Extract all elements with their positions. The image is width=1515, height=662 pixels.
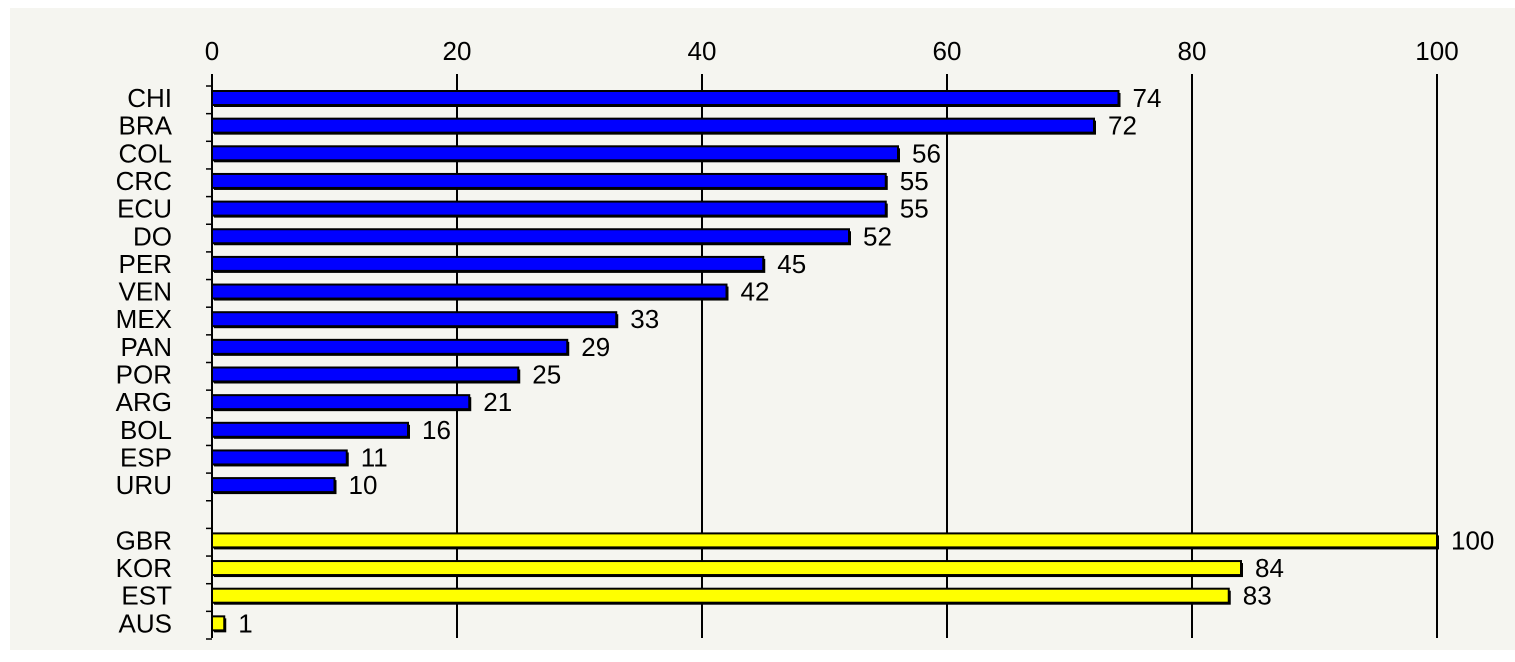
bar-MEX bbox=[211, 311, 618, 328]
category-label: DO bbox=[133, 221, 172, 251]
category-label: URU bbox=[116, 470, 172, 500]
bar-CRC bbox=[211, 172, 887, 189]
bar-POR bbox=[211, 366, 520, 383]
category-label: ARG bbox=[116, 387, 172, 417]
data-label: 1 bbox=[238, 608, 252, 638]
data-label: 100 bbox=[1451, 525, 1494, 555]
category-label: EST bbox=[121, 581, 172, 611]
category-label: POR bbox=[116, 360, 172, 390]
bars bbox=[211, 90, 1439, 633]
bar-PER bbox=[211, 255, 765, 272]
bar-KOR bbox=[211, 560, 1242, 577]
data-label: 56 bbox=[912, 138, 941, 168]
bar-BRA bbox=[211, 117, 1095, 134]
x-axis-tick-labels: 0 20 40 60 80 100 bbox=[205, 36, 1459, 66]
data-label: 21 bbox=[483, 387, 512, 417]
bar-URU bbox=[211, 477, 336, 494]
data-label: 55 bbox=[900, 166, 929, 196]
data-label: 42 bbox=[741, 277, 770, 307]
category-label: CRC bbox=[116, 166, 172, 196]
category-label: MEX bbox=[116, 304, 172, 334]
data-label: 55 bbox=[900, 194, 929, 224]
data-label: 72 bbox=[1108, 111, 1137, 141]
bar-ARG bbox=[211, 394, 471, 411]
category-labels: CHIBRACOLCRCECUDOPERVENMEXPANPORARGBOLES… bbox=[116, 83, 173, 638]
x-tick-label: 40 bbox=[688, 36, 717, 66]
x-tick-label: 0 bbox=[205, 36, 219, 66]
x-tick-label: 60 bbox=[933, 36, 962, 66]
category-label: KOR bbox=[116, 553, 172, 583]
category-label: COL bbox=[119, 138, 172, 168]
category-label: CHI bbox=[127, 83, 172, 113]
data-label: 84 bbox=[1255, 553, 1284, 583]
bar-BOL bbox=[211, 421, 409, 438]
category-label: ESP bbox=[120, 442, 172, 472]
x-tick-label: 20 bbox=[443, 36, 472, 66]
data-label: 45 bbox=[777, 249, 806, 279]
category-label: AUS bbox=[119, 608, 172, 638]
data-label: 25 bbox=[532, 360, 561, 390]
category-label: PER bbox=[119, 249, 172, 279]
data-label: 11 bbox=[361, 442, 388, 472]
bar-ECU bbox=[211, 200, 887, 217]
category-label: BRA bbox=[119, 111, 173, 141]
bar-VEN bbox=[211, 283, 728, 300]
bar-PAN bbox=[211, 338, 569, 355]
category-label: VEN bbox=[119, 277, 172, 307]
data-label: 29 bbox=[581, 332, 610, 362]
bar-AUS bbox=[211, 615, 226, 632]
category-label: BOL bbox=[120, 415, 172, 445]
category-label: PAN bbox=[120, 332, 172, 362]
data-label: 33 bbox=[630, 304, 659, 334]
data-label: 16 bbox=[422, 415, 451, 445]
data-label: 10 bbox=[349, 470, 378, 500]
bar-GBR bbox=[211, 532, 1438, 549]
bar-DO bbox=[211, 228, 850, 245]
data-label: 74 bbox=[1133, 83, 1162, 113]
bar-ESP bbox=[211, 449, 348, 466]
bar-EST bbox=[211, 587, 1230, 604]
x-tick-label: 80 bbox=[1178, 36, 1207, 66]
category-label: GBR bbox=[116, 525, 172, 555]
data-label: 52 bbox=[863, 221, 892, 251]
x-tick-label: 100 bbox=[1415, 36, 1458, 66]
bar-COL bbox=[211, 145, 899, 162]
data-label: 83 bbox=[1243, 581, 1272, 611]
category-label: ECU bbox=[117, 194, 172, 224]
bar-CHI bbox=[211, 90, 1120, 106]
